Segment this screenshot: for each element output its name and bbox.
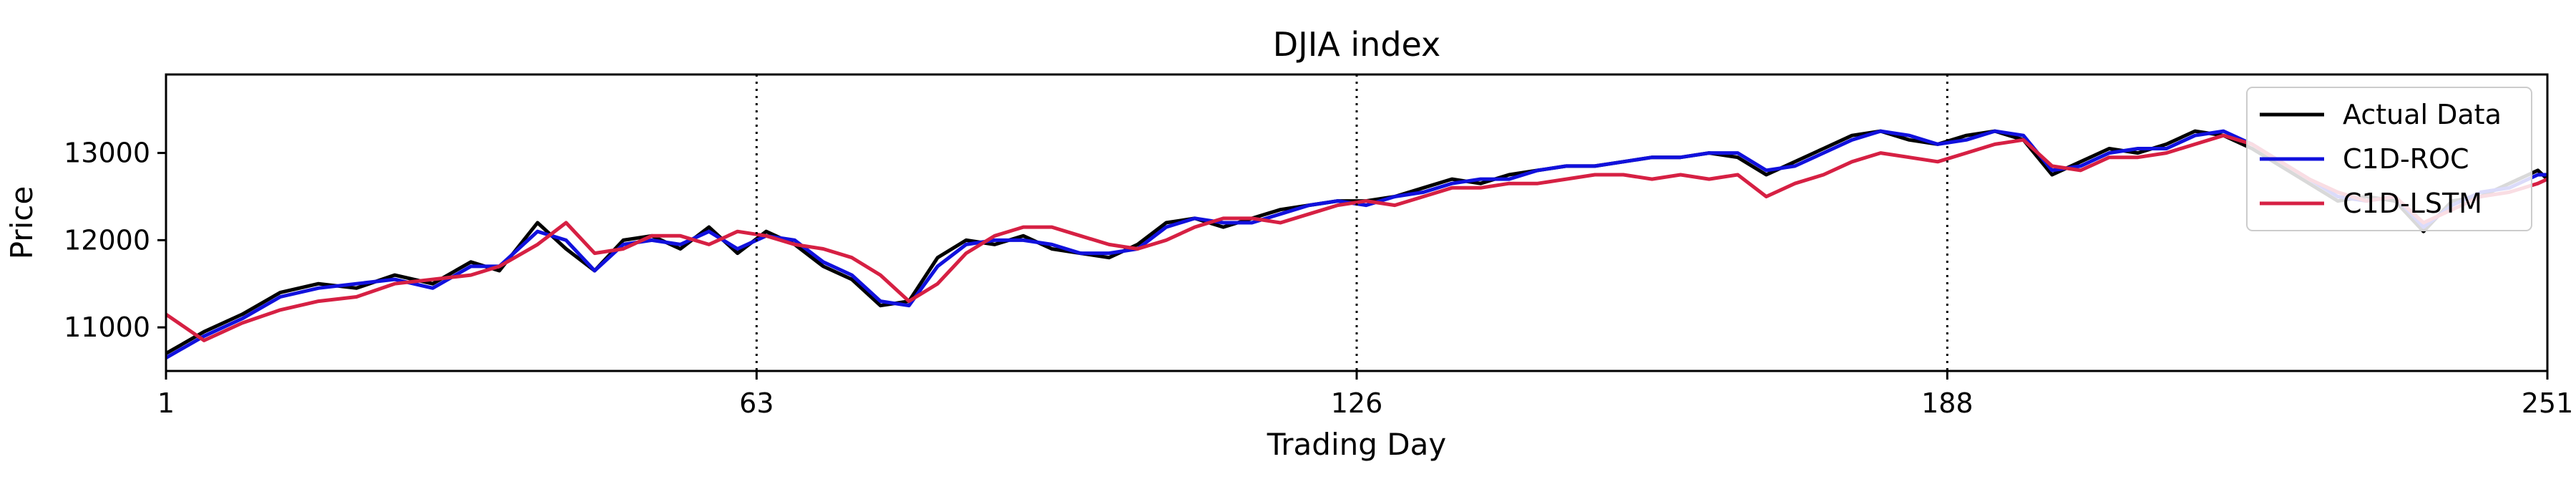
y-tick-label: 13000	[64, 138, 150, 169]
y-axis-ticks: 11000 12000 13000	[64, 138, 166, 343]
series-line-1	[165, 129, 2547, 360]
legend-box	[2246, 87, 2532, 231]
series-line-0	[165, 129, 2549, 355]
chart-title: DJIA index	[1273, 25, 1441, 64]
x-tick-label: 251	[2522, 387, 2574, 419]
y-axis-label: Price	[4, 186, 39, 259]
vertical-dotted-lines	[755, 74, 1948, 371]
y-tick-label: 11000	[64, 312, 150, 343]
series-line-2	[165, 133, 2549, 342]
x-tick-label: 126	[1331, 387, 1383, 419]
legend-label-0: Actual Data	[2343, 99, 2502, 130]
plot-lines	[165, 129, 2549, 360]
legend-label-1: C1D-ROC	[2343, 143, 2469, 175]
x-axis-label: Trading Day	[1267, 427, 1446, 462]
legend: Actual Data C1D-ROC C1D-LSTM	[2246, 87, 2532, 231]
x-tick-label: 1	[157, 387, 175, 419]
x-tick-label: 63	[739, 387, 774, 419]
legend-label-2: C1D-LSTM	[2343, 188, 2482, 219]
y-tick-label: 12000	[64, 224, 150, 256]
x-axis-ticks: 1 63 126 188 251	[157, 371, 2573, 419]
x-tick-label: 188	[1921, 387, 1974, 419]
